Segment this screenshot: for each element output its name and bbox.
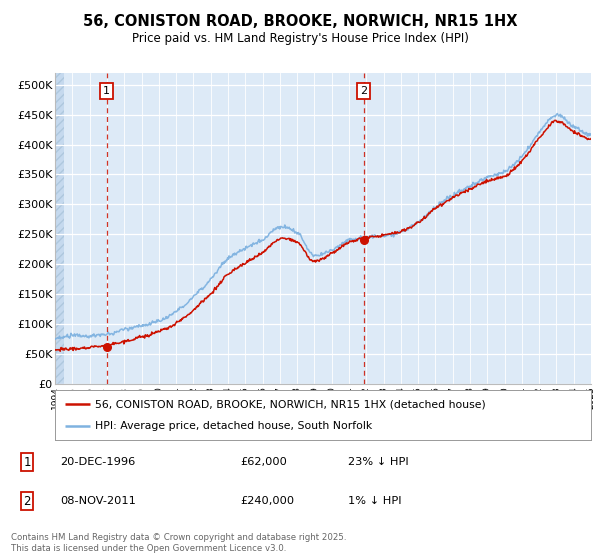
Text: 2: 2 (23, 494, 31, 508)
Text: 56, CONISTON ROAD, BROOKE, NORWICH, NR15 1HX: 56, CONISTON ROAD, BROOKE, NORWICH, NR15… (83, 14, 517, 29)
Text: 20-DEC-1996: 20-DEC-1996 (60, 457, 135, 467)
Text: 56, CONISTON ROAD, BROOKE, NORWICH, NR15 1HX (detached house): 56, CONISTON ROAD, BROOKE, NORWICH, NR15… (95, 399, 486, 409)
Text: 08-NOV-2011: 08-NOV-2011 (60, 496, 136, 506)
Text: £62,000: £62,000 (240, 457, 287, 467)
Text: Price paid vs. HM Land Registry's House Price Index (HPI): Price paid vs. HM Land Registry's House … (131, 32, 469, 45)
Bar (55, 73, 64, 384)
Text: £240,000: £240,000 (240, 496, 294, 506)
Text: 1: 1 (23, 455, 31, 469)
Text: Contains HM Land Registry data © Crown copyright and database right 2025.
This d: Contains HM Land Registry data © Crown c… (11, 533, 346, 553)
Text: 2: 2 (360, 86, 367, 96)
Text: 23% ↓ HPI: 23% ↓ HPI (348, 457, 409, 467)
Text: 1% ↓ HPI: 1% ↓ HPI (348, 496, 401, 506)
Text: 1: 1 (103, 86, 110, 96)
Text: HPI: Average price, detached house, South Norfolk: HPI: Average price, detached house, Sout… (95, 421, 373, 431)
